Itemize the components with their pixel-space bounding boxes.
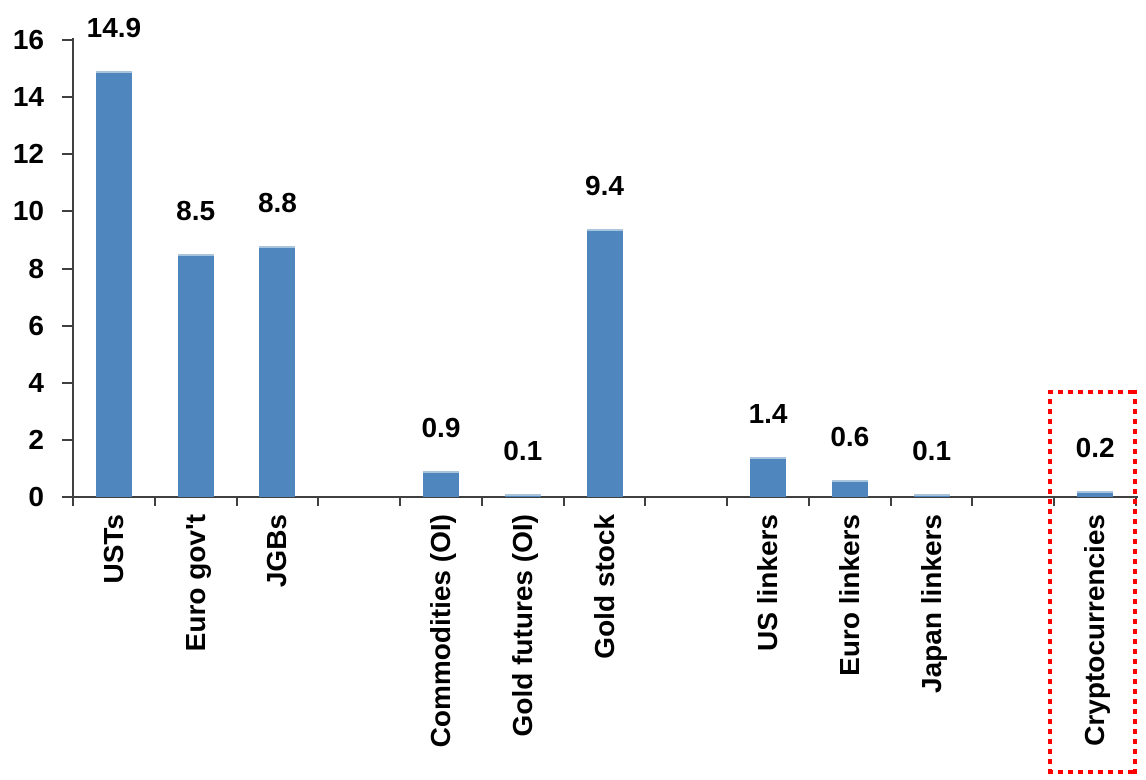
x-axis-tick xyxy=(889,497,892,506)
category-label: JGBs xyxy=(261,514,293,588)
x-axis-tick xyxy=(807,497,810,506)
value-label: 0.1 xyxy=(912,435,952,467)
y-tick-label: 4 xyxy=(28,366,44,398)
x-axis-tick xyxy=(562,497,565,506)
x-axis-tick xyxy=(644,497,647,506)
category-label: Commodities (OI) xyxy=(424,514,456,748)
y-axis-tick xyxy=(62,153,73,156)
y-axis-tick xyxy=(62,96,73,99)
x-axis-line xyxy=(72,496,1138,498)
y-tick-label: 16 xyxy=(12,24,44,55)
y-axis-tick xyxy=(62,324,73,327)
y-axis-tick xyxy=(62,438,73,441)
y-axis-tick xyxy=(62,210,73,213)
bar xyxy=(504,494,541,497)
value-label: 8.8 xyxy=(257,186,297,218)
value-label: 8.5 xyxy=(176,195,216,227)
category-label: Euro linkers xyxy=(833,514,865,676)
y-tick-label: 10 xyxy=(12,195,44,227)
value-label: 0.6 xyxy=(830,420,870,452)
x-axis-tick xyxy=(153,497,156,506)
y-tick-label: 12 xyxy=(12,138,44,170)
y-axis-tick xyxy=(62,39,73,41)
x-axis-tick xyxy=(399,497,402,506)
y-axis-line xyxy=(72,38,74,499)
value-label: 1.4 xyxy=(748,398,788,429)
y-axis-tick xyxy=(62,381,73,384)
category-label: Gold futures (OI) xyxy=(506,514,538,737)
category-label: Euro gov't xyxy=(179,514,211,652)
category-label: US linkers xyxy=(752,514,784,651)
value-label: 9.4 xyxy=(585,169,624,201)
x-axis-tick xyxy=(480,497,483,506)
x-axis-tick xyxy=(317,497,320,506)
bar xyxy=(913,494,950,497)
y-tick-label: 8 xyxy=(28,252,44,284)
bar xyxy=(586,228,623,497)
x-axis-tick xyxy=(971,497,974,506)
y-tick-label: 0 xyxy=(28,481,44,512)
x-axis-tick xyxy=(72,497,74,506)
value-label: 0.9 xyxy=(421,412,461,444)
x-axis-tick xyxy=(726,497,729,506)
category-label: Gold stock xyxy=(588,514,620,659)
bar xyxy=(177,254,214,497)
y-tick-label: 6 xyxy=(28,309,44,341)
value-label: 0.1 xyxy=(503,435,543,467)
bar xyxy=(422,471,459,497)
y-axis-tick xyxy=(62,267,73,270)
category-label: Japan linkers xyxy=(915,514,947,693)
y-tick-label: 14 xyxy=(12,81,44,113)
y-axis-tick xyxy=(62,496,73,498)
bar xyxy=(831,479,868,497)
value-label: 14.9 xyxy=(86,12,142,44)
category-label: USTs xyxy=(97,514,129,584)
highlight-box xyxy=(1048,390,1137,774)
bar xyxy=(259,245,296,497)
bar xyxy=(95,71,132,497)
bar xyxy=(750,457,787,497)
x-axis-tick xyxy=(235,497,238,506)
y-tick-label: 2 xyxy=(28,423,44,455)
